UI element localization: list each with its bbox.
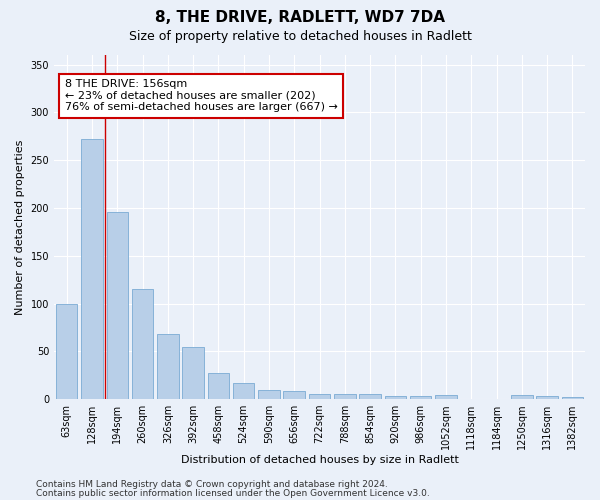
Bar (233, 383, 254, 399)
Y-axis label: Number of detached properties: Number of detached properties (15, 140, 25, 314)
Bar (511, 396, 533, 399)
Bar (258, 390, 280, 399)
Bar (132, 289, 153, 399)
Bar (410, 396, 431, 399)
Bar (283, 392, 305, 399)
Text: 8 THE DRIVE: 156sqm
← 23% of detached houses are smaller (202)
76% of semi-detac: 8 THE DRIVE: 156sqm ← 23% of detached ho… (65, 79, 338, 112)
Bar (536, 396, 558, 399)
X-axis label: Distribution of detached houses by size in Radlett: Distribution of detached houses by size … (181, 455, 458, 465)
Bar (107, 212, 128, 399)
Bar (157, 334, 179, 399)
Bar (182, 348, 204, 399)
Bar (435, 396, 457, 399)
Bar (81, 139, 103, 399)
Text: Contains HM Land Registry data © Crown copyright and database right 2024.: Contains HM Land Registry data © Crown c… (36, 480, 388, 489)
Bar (56, 304, 77, 399)
Bar (208, 374, 229, 399)
Bar (385, 396, 406, 399)
Text: Size of property relative to detached houses in Radlett: Size of property relative to detached ho… (128, 30, 472, 43)
Bar (309, 394, 330, 399)
Text: Contains public sector information licensed under the Open Government Licence v3: Contains public sector information licen… (36, 488, 430, 498)
Bar (359, 394, 381, 399)
Bar (562, 397, 583, 399)
Text: 8, THE DRIVE, RADLETT, WD7 7DA: 8, THE DRIVE, RADLETT, WD7 7DA (155, 10, 445, 25)
Bar (334, 394, 356, 399)
